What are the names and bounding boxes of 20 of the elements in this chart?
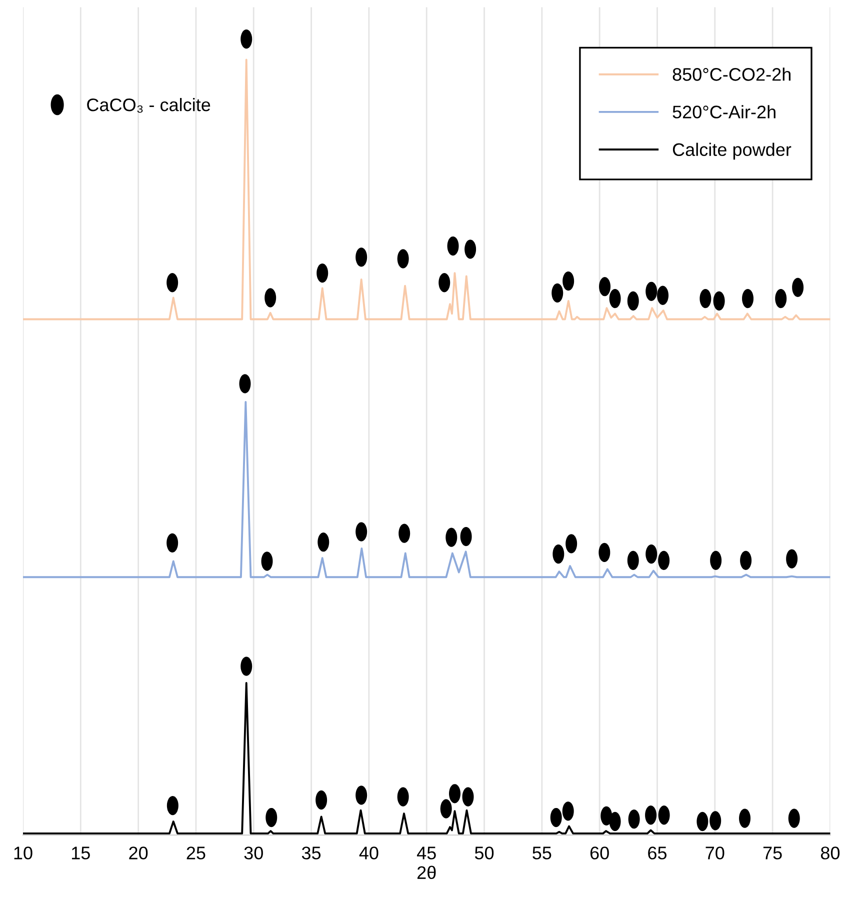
x-tick-label: 55	[532, 846, 552, 860]
legend-label: CaCO₃ - calcite	[87, 98, 210, 113]
x-tick-label: 30	[244, 846, 263, 860]
x-tick-label: 10	[14, 846, 32, 860]
x-tick-label: 60	[590, 846, 609, 860]
legend-label: Calcite powder	[672, 142, 792, 160]
x-tick-label: 20	[129, 846, 148, 860]
x-tick-label: 25	[186, 846, 206, 860]
x-tick-label: 65	[648, 846, 667, 860]
x-tick-label: 15	[72, 846, 90, 860]
x-tick-label: 80	[820, 846, 840, 860]
x-axis-title: 2θ	[417, 866, 436, 880]
x-tick-label: 45	[416, 846, 436, 860]
x-tick-label: 75	[763, 846, 782, 860]
x-tick-label: 50	[474, 846, 494, 860]
x-tick-label: 70	[706, 846, 724, 860]
legend-label: 850°C-CO2-2h	[672, 68, 790, 81]
legend-label: 520°C-Air-2h	[672, 105, 776, 118]
x-tick-label: 40	[359, 846, 378, 860]
x-tick-label: 35	[302, 846, 321, 860]
